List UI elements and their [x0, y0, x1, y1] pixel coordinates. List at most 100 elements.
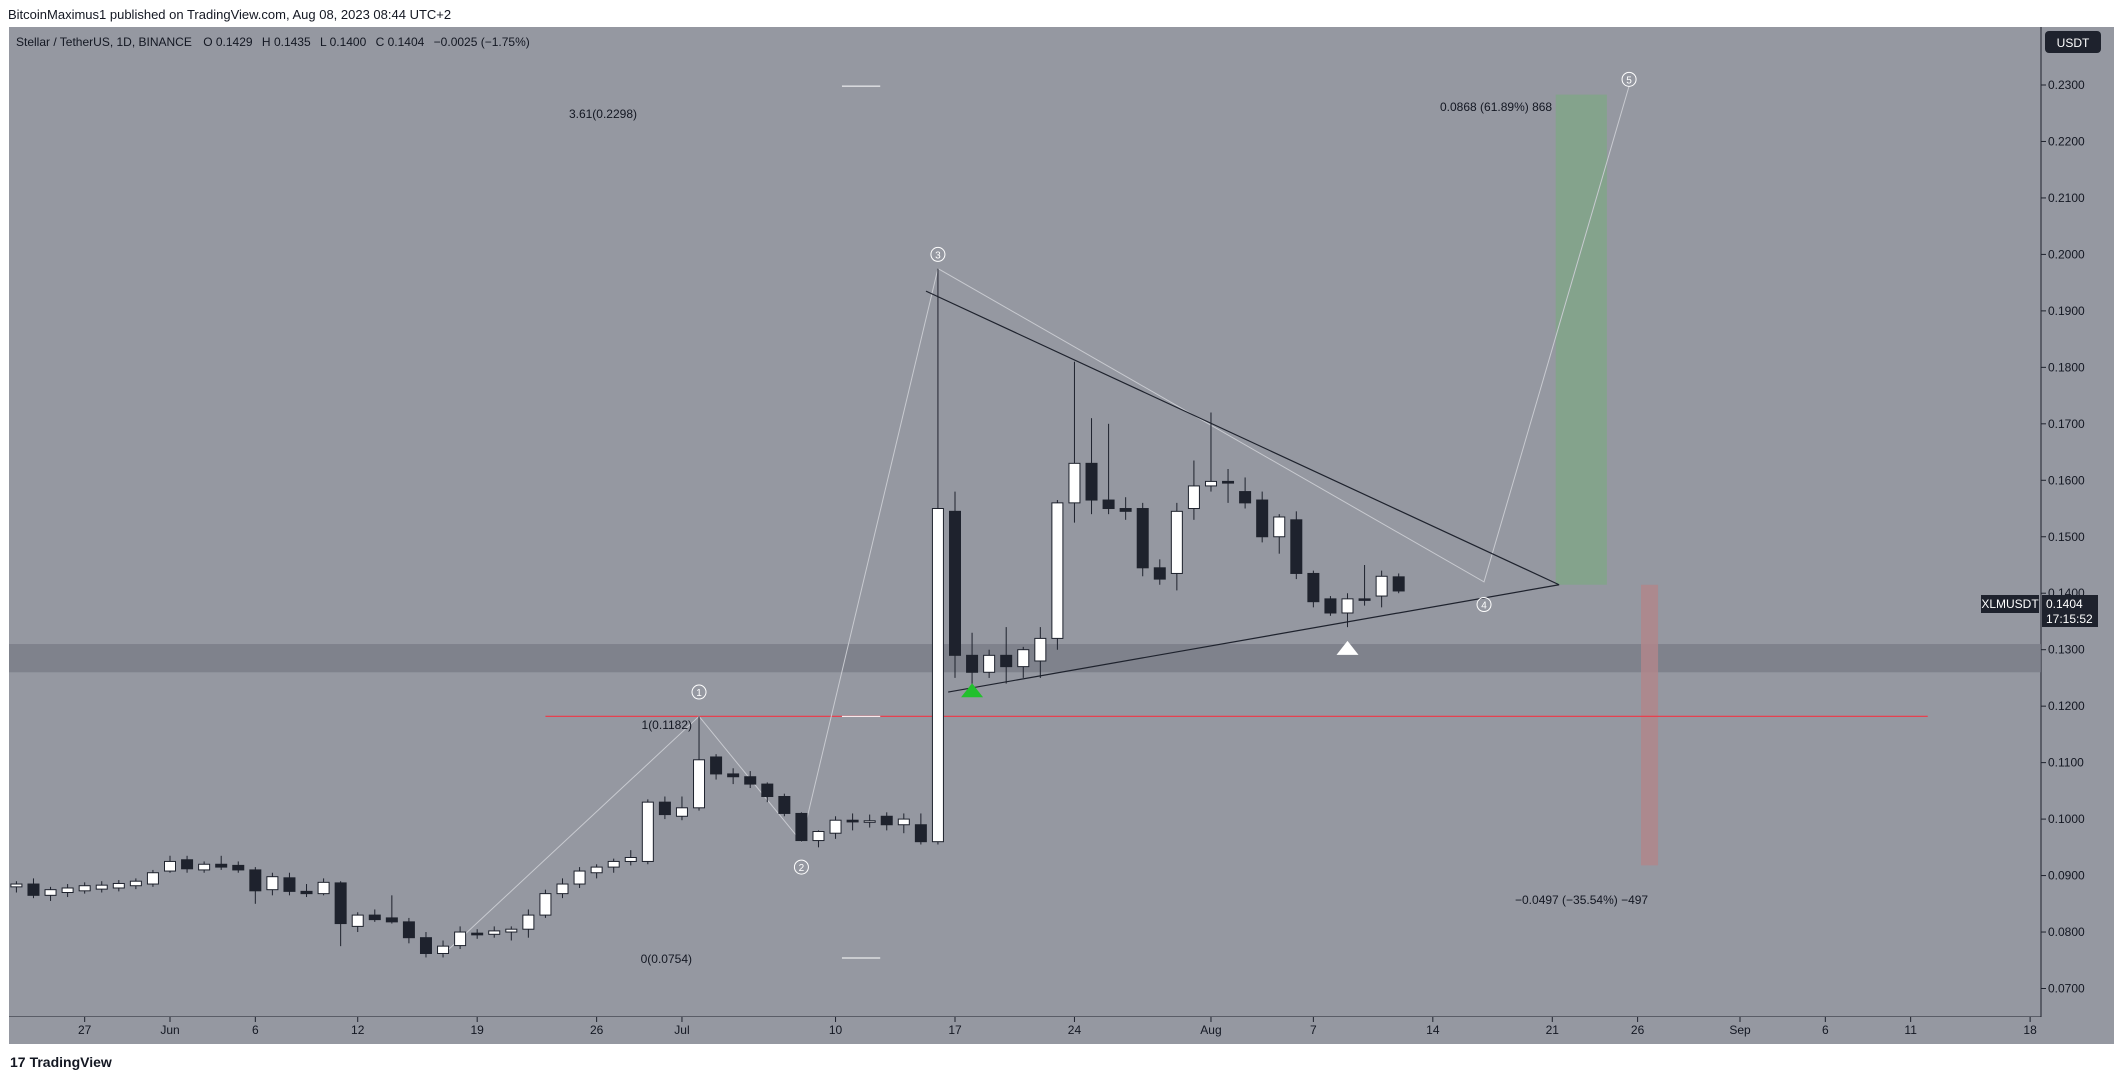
time-tick-label: Sep — [1729, 1023, 1751, 1037]
candle-body — [505, 928, 518, 933]
ticker-tag-bg — [1981, 595, 2039, 613]
candle-body — [1375, 575, 1388, 597]
time-tick-label: 11 — [1904, 1023, 1917, 1037]
fib-top-label: 3.61(0.2298) — [569, 107, 637, 121]
price-tick-label: 0.2200 — [2048, 134, 2085, 148]
candle-body — [812, 831, 825, 842]
time-tick-label: 21 — [1546, 1023, 1560, 1037]
wave-label-circle — [1476, 597, 1492, 613]
candle-body — [419, 937, 432, 954]
time-tick-label: 27 — [78, 1023, 92, 1037]
tradingview-logo[interactable]: 17 TradingView — [10, 1054, 112, 1070]
candle-body — [1324, 598, 1337, 614]
candle-body — [437, 945, 450, 954]
candle-body — [914, 824, 927, 843]
candle-body — [1358, 598, 1371, 601]
candle-body — [590, 866, 603, 874]
time-tick-label: 12 — [351, 1023, 365, 1037]
target-box — [1555, 94, 1607, 585]
drawing-lines-layer — [442, 85, 1928, 959]
triangle-upper-line — [925, 290, 1560, 586]
price-tick-label: 0.1500 — [2048, 530, 2085, 544]
candle-body — [1119, 508, 1132, 512]
candle-body — [1204, 480, 1217, 487]
candle-body — [1307, 572, 1320, 603]
candle-body — [1392, 576, 1405, 592]
wave-label-2: 2 — [793, 859, 809, 875]
tradingview-logo-icon: 17 — [10, 1054, 26, 1070]
candle-body — [215, 863, 228, 868]
candle-body — [539, 893, 552, 916]
candle-body — [471, 932, 484, 936]
time-tick-label: 6 — [1822, 1023, 1829, 1037]
close-value: 0.1404 — [388, 35, 425, 49]
candle-body — [10, 883, 23, 888]
candle-body — [129, 880, 142, 887]
price-tick-label: 0.2000 — [2048, 247, 2085, 261]
time-tick-label: 26 — [1631, 1023, 1645, 1037]
currency-badge-text: USDT — [2057, 36, 2090, 50]
header-bar: BitcoinMaximus1 published on TradingView… — [0, 0, 2114, 27]
target-label: 0.0868 (61.89%) 868 — [1440, 100, 1552, 114]
marker-green-up-arrow — [961, 683, 984, 698]
wave-label-text: 2 — [799, 863, 805, 874]
publish-info: BitcoinMaximus1 published on TradingView… — [8, 7, 452, 22]
time-tick-label: 10 — [829, 1023, 843, 1037]
price-tick-label: 0.1200 — [2048, 699, 2085, 713]
time-tick-label: 26 — [590, 1023, 604, 1037]
wave-label-circle — [793, 859, 809, 875]
price-tag-value: 0.1404 — [2046, 597, 2083, 611]
wave-label-3: 3 — [930, 246, 946, 262]
time-tick-label: 17 — [948, 1023, 962, 1037]
chart-background — [9, 27, 2041, 1017]
candle-body — [317, 881, 330, 895]
time-tick-label: 7 — [1310, 1023, 1317, 1037]
candle-body — [402, 921, 415, 939]
candle-body — [1273, 516, 1286, 538]
candle-body — [181, 859, 194, 870]
high-value: 0.1435 — [274, 35, 311, 49]
marker-white-up-arrow — [1336, 640, 1359, 655]
stop-label: −0.0497 (−35.54%) −497 — [1515, 893, 1648, 907]
price-tick-label: 0.1300 — [2048, 643, 2085, 657]
wave-label-text: 3 — [935, 250, 941, 261]
candle-body — [44, 889, 57, 896]
candle-body — [164, 860, 176, 872]
candle-body — [966, 654, 979, 673]
candle-body — [266, 876, 279, 891]
candle-body — [573, 870, 586, 885]
candle-body — [1068, 462, 1081, 504]
price-tick-label: 0.1100 — [2048, 756, 2084, 770]
time-tick-label: Jul — [674, 1023, 689, 1037]
candle-body — [829, 819, 842, 834]
price-tag-bg — [2042, 595, 2098, 627]
change-value: −0.0025 (−1.75%) — [434, 35, 530, 49]
currency-badge[interactable]: USDT — [2045, 31, 2101, 53]
candle-body — [778, 796, 791, 814]
candle-body — [931, 508, 944, 843]
candle-body — [146, 872, 159, 885]
candle-body — [1000, 654, 1013, 668]
footer-bar: 17 TradingView — [0, 1044, 2114, 1079]
candle-body — [1222, 480, 1235, 484]
elliott-wave-path — [442, 85, 1630, 955]
candle-body — [283, 877, 296, 892]
low-label: L — [320, 35, 327, 49]
currency-badge-bg — [2045, 31, 2101, 53]
wave-label-text: 1 — [696, 688, 702, 699]
price-tick-label: 0.1000 — [2048, 812, 2085, 826]
candle-body — [488, 930, 501, 935]
candles-layer — [10, 268, 1405, 958]
candle-body — [624, 856, 637, 862]
high-label: H — [262, 35, 271, 49]
stop-box — [1641, 584, 1659, 866]
candle-body — [1341, 598, 1354, 614]
candle-body — [761, 783, 774, 798]
time-tick-label: 19 — [470, 1023, 484, 1037]
price-tick-label: 0.0800 — [2048, 925, 2085, 939]
candle-body — [95, 884, 108, 890]
price-tick-label: 0.1700 — [2048, 417, 2085, 431]
tradingview-logo-text: TradingView — [29, 1054, 112, 1070]
symbol-legend: Stellar / TetherUS, 1D, BINANCE O 0.1429… — [16, 35, 530, 49]
